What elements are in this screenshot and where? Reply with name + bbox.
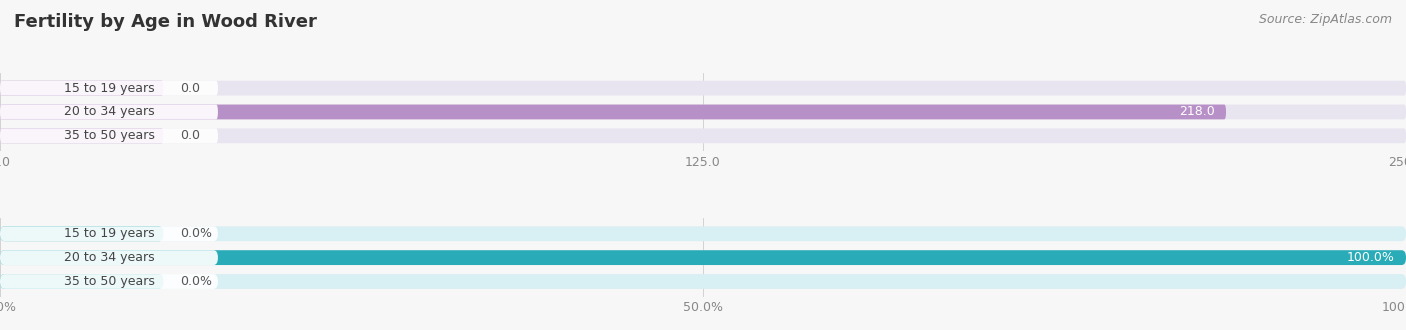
Text: 0.0%: 0.0%	[180, 275, 212, 288]
FancyBboxPatch shape	[0, 226, 1406, 241]
Text: 100.0%: 100.0%	[1347, 251, 1395, 264]
Text: Source: ZipAtlas.com: Source: ZipAtlas.com	[1258, 13, 1392, 26]
Text: 15 to 19 years: 15 to 19 years	[63, 227, 155, 240]
Text: 0.0: 0.0	[180, 129, 200, 142]
FancyBboxPatch shape	[0, 128, 163, 143]
FancyBboxPatch shape	[0, 81, 1406, 95]
Text: 218.0: 218.0	[1180, 106, 1215, 118]
FancyBboxPatch shape	[0, 226, 218, 241]
FancyBboxPatch shape	[0, 226, 163, 241]
FancyBboxPatch shape	[0, 105, 218, 119]
FancyBboxPatch shape	[0, 81, 218, 95]
Text: 0.0%: 0.0%	[180, 227, 212, 240]
FancyBboxPatch shape	[0, 81, 163, 95]
Text: 20 to 34 years: 20 to 34 years	[63, 106, 155, 118]
FancyBboxPatch shape	[0, 250, 1406, 265]
FancyBboxPatch shape	[0, 128, 1406, 143]
Text: 0.0: 0.0	[180, 82, 200, 95]
FancyBboxPatch shape	[0, 250, 1406, 265]
FancyBboxPatch shape	[0, 274, 218, 289]
FancyBboxPatch shape	[0, 128, 218, 143]
Text: 35 to 50 years: 35 to 50 years	[63, 129, 155, 142]
FancyBboxPatch shape	[0, 105, 1226, 119]
Text: 35 to 50 years: 35 to 50 years	[63, 275, 155, 288]
Text: 15 to 19 years: 15 to 19 years	[63, 82, 155, 95]
FancyBboxPatch shape	[0, 250, 218, 265]
FancyBboxPatch shape	[0, 105, 1406, 119]
FancyBboxPatch shape	[0, 274, 1406, 289]
FancyBboxPatch shape	[0, 274, 163, 289]
Text: Fertility by Age in Wood River: Fertility by Age in Wood River	[14, 13, 316, 31]
Text: 20 to 34 years: 20 to 34 years	[63, 251, 155, 264]
